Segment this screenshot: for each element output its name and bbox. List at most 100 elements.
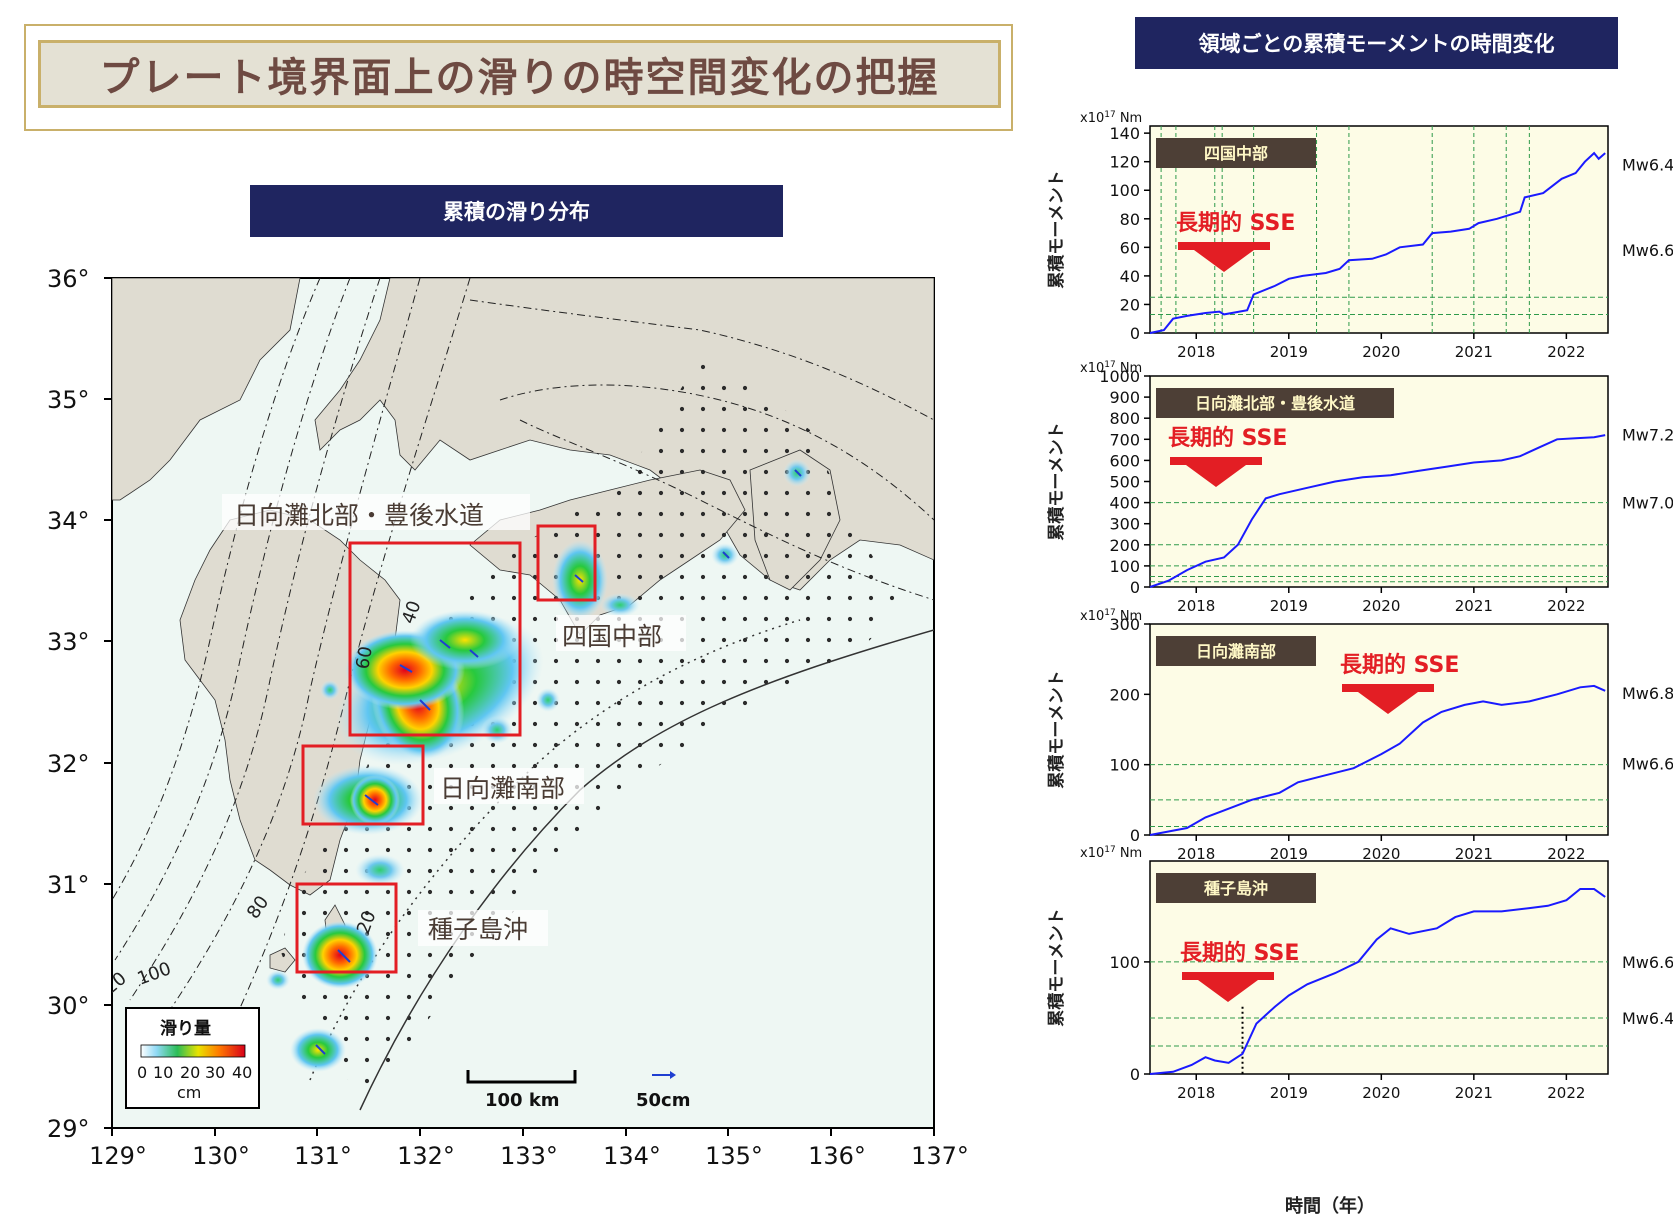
chart-x-tick-label: 2018: [1177, 597, 1215, 615]
chart-x-tick-label: 2022: [1547, 597, 1585, 615]
chart-y-tick-label: 300: [1109, 615, 1140, 634]
chart-y-tick-label: 100: [1109, 953, 1140, 972]
chart-mw-label: Mw6.6: [1622, 241, 1673, 260]
legend-tick-20: 20: [180, 1063, 200, 1082]
lon-label-132: 132°: [397, 1142, 455, 1170]
region-label-tanegashima: 種子島沖: [428, 915, 528, 944]
moment-charts: 時間（年） 0 20 40 60 80 100 120 140 2018 2019 2020 2021…: [1046, 110, 1673, 1217]
main-title: プレート境界面上の滑りの時空間変化の把握: [99, 55, 940, 101]
slip-legend: 滑り量 0 10 20 30 40 cm: [125, 1007, 260, 1109]
chart-y-tick-label: 0: [1130, 578, 1140, 597]
lat-label-36: 36°: [47, 265, 90, 293]
chart-x-tick-label: 2018: [1177, 845, 1215, 863]
chart-y-tick-label: 200: [1109, 685, 1140, 704]
chart-y-tick-label: 0: [1130, 826, 1140, 845]
chart-moment-series: [1149, 434, 1606, 588]
lat-label-30: 30°: [47, 992, 90, 1020]
label-bg-tanegashima: [418, 910, 548, 946]
land-korea: [112, 278, 301, 501]
chart-mw-label: Mw6.4: [1622, 156, 1673, 175]
chart-y-tick-label: 100: [1109, 181, 1140, 200]
legend-tick-10: 10: [153, 1063, 173, 1082]
chart-mw-label: Mw6.6: [1622, 953, 1673, 972]
lat-label-34: 34°: [47, 507, 90, 535]
label-bg-hyuganada-south: [434, 768, 584, 804]
chart-y-unit: x1017 Nm: [1080, 845, 1142, 861]
chart-mw-label: Mw7.2: [1622, 426, 1673, 445]
chart-y-unit: x1017 Nm: [1080, 360, 1142, 376]
chart-title-box: [1156, 138, 1316, 168]
chart-y-tick-label: 140: [1109, 124, 1140, 143]
lat-label-31: 31°: [47, 871, 90, 899]
lon-label-136: 136°: [808, 1142, 866, 1170]
chart-title: 日向灘南部: [1196, 642, 1276, 661]
lon-label-130: 130°: [192, 1142, 250, 1170]
chart-mw-label: Mw6.8: [1622, 684, 1673, 703]
sse-label: 長期的 SSE: [1180, 940, 1299, 966]
chart-y-tick-label: 500: [1109, 473, 1140, 492]
chart-x-tick-label: 2020: [1362, 343, 1400, 361]
region-boxes: [295, 524, 597, 974]
chart-y-tick-label: 700: [1109, 430, 1140, 449]
region-label-hyuganada-south: 日向灘南部: [440, 774, 565, 803]
map-axes: [104, 277, 935, 1136]
region-label-hyuganada-north: 日向灘北部・豊後水道: [234, 501, 484, 530]
chart-x-tick-label: 2020: [1362, 845, 1400, 863]
slip-patches: [266, 459, 811, 1072]
chart-x-tick-label: 2019: [1270, 343, 1308, 361]
lat-label-29: 29°: [47, 1115, 90, 1143]
lat-label-32: 32°: [47, 750, 90, 778]
scale-bar: 100 km: [466, 1070, 577, 1111]
chart-y-tick-label: 600: [1109, 451, 1140, 470]
chart-title: 四国中部: [1204, 144, 1268, 163]
box-hyuganada-north: [348, 541, 522, 737]
legend-colorbar: [140, 1044, 246, 1058]
chart-ylabel: 累積モーメント: [1046, 422, 1067, 540]
lon-label-129: 129°: [89, 1142, 147, 1170]
chart-mw-label: Mw7.0: [1622, 494, 1673, 513]
sse-arrow-icon: [1342, 684, 1434, 714]
chart-moment-series: [1149, 888, 1606, 1075]
charts-section-title: 領域ごとの累積モーメントの時間変化: [1135, 17, 1618, 69]
legend-tick-40: 40: [232, 1063, 252, 1082]
region-label-shikoku: 四国中部: [562, 622, 662, 651]
chart-y-tick-label: 20: [1120, 295, 1140, 314]
label-bg-shikoku: [556, 615, 686, 651]
scale-bar-label: 100 km: [485, 1090, 560, 1111]
sse-arrow-icon: [1182, 972, 1274, 1002]
label-bg-hyuganada-north: [222, 494, 530, 530]
chart-x-tick-label: 2022: [1547, 1084, 1585, 1102]
box-hyuganada-south: [301, 744, 425, 826]
lon-label-134: 134°: [603, 1142, 661, 1170]
chart-y-unit: x1017 Nm: [1080, 608, 1142, 624]
chart-y-unit: x1017 Nm: [1080, 110, 1142, 126]
map-section-title: 累積の滑り分布: [250, 185, 783, 237]
chart-moment-series: [1149, 151, 1606, 334]
chart-x-tick-label: 2018: [1177, 343, 1215, 361]
legend-unit: cm: [177, 1083, 201, 1102]
legend-title: 滑り量: [160, 1018, 211, 1039]
chart-ylabel: 累積モーメント: [1046, 670, 1067, 788]
chart-x-tick-label: 2022: [1547, 343, 1585, 361]
lon-label-135: 135°: [705, 1142, 763, 1170]
sse-arrow-icon: [1178, 242, 1270, 272]
chart-x-tick-label: 2020: [1362, 597, 1400, 615]
chart-y-tick-label: 800: [1109, 409, 1140, 428]
main-title-panel: プレート境界面上の滑りの時空間変化の把握: [38, 40, 1001, 108]
lat-label-33: 33°: [47, 628, 90, 656]
slip-vectors: [315, 469, 802, 1055]
vector-scale: 50cm: [636, 1071, 690, 1111]
chart-x-tick-label: 2021: [1455, 845, 1493, 863]
lon-label-131: 131°: [294, 1142, 352, 1170]
chart-y-tick-label: 60: [1120, 238, 1140, 257]
chart-x-tick-label: 2022: [1547, 845, 1585, 863]
lat-label-35: 35°: [47, 386, 90, 414]
chart-ylabel: 累積モーメント: [1046, 908, 1067, 1026]
sse-label: 長期的 SSE: [1168, 425, 1287, 451]
chart-y-tick-label: 300: [1109, 515, 1140, 534]
chart-y-tick-label: 200: [1109, 536, 1140, 555]
chart-xlabel: 時間（年）: [1285, 1195, 1375, 1217]
chart-title-box: [1156, 636, 1316, 666]
chart-x-tick-label: 2019: [1270, 1084, 1308, 1102]
chart-x-tick-label: 2021: [1455, 1084, 1493, 1102]
